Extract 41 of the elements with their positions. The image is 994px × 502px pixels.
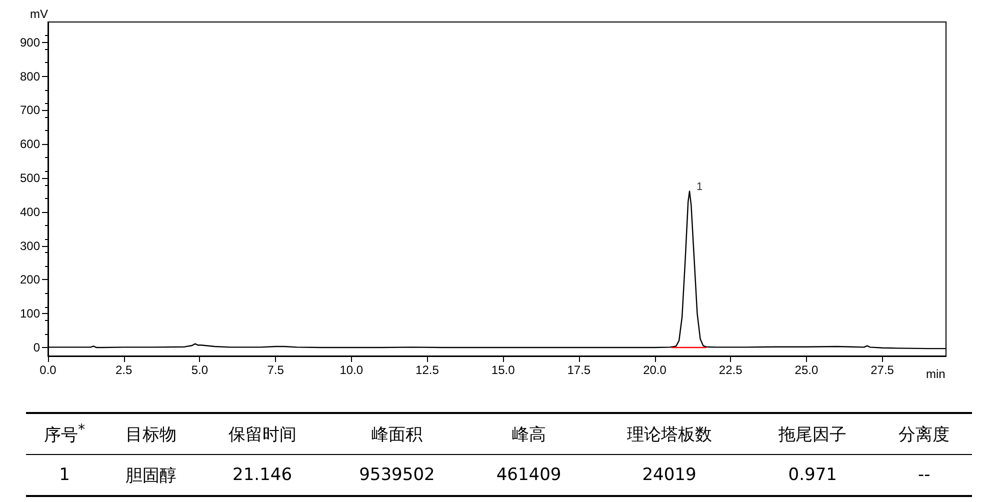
x-tick-label: 12.5 [416, 363, 440, 377]
x-tick-label: 17.5 [567, 363, 591, 377]
x-tick-label: 10.0 [340, 363, 364, 377]
text: 目标物 [102, 413, 199, 454]
y-tick-label: 300 [20, 238, 40, 253]
text: 峰高 [468, 413, 590, 454]
x-tick-label: 27.5 [870, 363, 894, 377]
x-tick-label: 7.5 [267, 363, 284, 377]
text: 理论塔板数 [590, 413, 749, 454]
text: -- [876, 454, 972, 496]
text: 0.971 [748, 454, 876, 496]
y-tick-label: 400 [20, 204, 40, 219]
x-tick-label: 2.5 [116, 363, 133, 377]
text: 9539502 [326, 454, 468, 496]
x-tick-label: 25.0 [794, 363, 818, 377]
x-tick-label: 20.0 [643, 363, 667, 377]
y-tick-label: 200 [20, 272, 40, 287]
y-tick-label: 600 [20, 137, 40, 152]
y-tick-label: 500 [20, 170, 40, 185]
text: 序号$^{*}$ [26, 413, 103, 454]
y-tick-label: 900 [20, 35, 40, 50]
x-axis-title: min [926, 367, 946, 381]
text: 461409 [468, 454, 590, 496]
y-axis-title: mV [30, 7, 48, 21]
x-tick-label: 5.0 [191, 363, 208, 377]
y-tick-label: 700 [20, 103, 40, 118]
x-tick-label: 22.5 [718, 363, 743, 377]
text: 1 [26, 454, 103, 496]
annotation: 1 [696, 181, 703, 194]
text: 峰面积 [326, 413, 468, 454]
x-tick-label: 0.0 [40, 363, 57, 377]
text: 21.146 [198, 454, 326, 496]
y-tick-label: 100 [20, 306, 40, 321]
y-tick-label: 800 [20, 69, 40, 84]
y-tick-label: 0 [33, 340, 40, 355]
x-tick-label: 15.0 [491, 363, 516, 377]
text: 拖尾因子 [748, 413, 876, 454]
text: 胆固醇 [102, 454, 199, 496]
text: 24019 [590, 454, 749, 496]
text: 分离度 [876, 413, 972, 454]
text: 保留时间 [198, 413, 326, 454]
